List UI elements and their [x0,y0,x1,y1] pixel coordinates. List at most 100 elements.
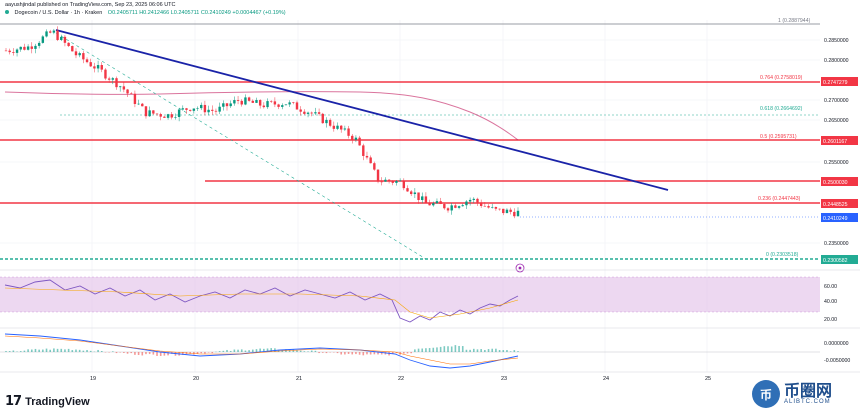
macd-bar [472,348,475,352]
price-tick: 0.2550000 [824,160,849,166]
macd-histogram [5,345,519,356]
macd-bar [391,352,394,354]
macd-bar [450,346,453,352]
candle-body [166,114,170,118]
candle-body [398,180,402,182]
candle-body [82,53,85,60]
macd-bar [495,348,497,352]
macd-bar [347,352,350,354]
candle-body [148,110,151,117]
alert-icon[interactable] [515,263,525,273]
candle-body [277,104,280,107]
macd-bar [351,352,354,355]
macd-tick: -0.0050000 [824,358,850,364]
price-tag-bg [821,177,858,186]
candle-body [303,111,306,114]
macd-bar [78,349,81,352]
horizontal-levels[interactable] [0,23,820,260]
macd-bar [484,349,486,352]
candle-body [63,36,67,43]
candle-body [137,103,140,105]
watermark-logo-icon: 币 [752,380,780,408]
macd-pane[interactable]: 0.0000000 -0.0050000 [0,327,860,369]
candle-body [49,31,52,33]
macd-bar [425,348,427,352]
price-axis[interactable]: 0.2850000 0.2800000 0.2747279 0.2700000 … [821,38,858,264]
candle-body [115,78,118,88]
candle-body [417,192,420,201]
symbol-line: Dogecoin / U.S. Dollar · 1h · Kraken O0.… [5,10,290,16]
tradingview-logo[interactable]: 17 TradingView [5,394,90,409]
candle-body [185,108,188,110]
macd-bar [30,349,33,352]
candle-body [34,45,37,49]
bearish-trendline[interactable] [55,29,669,191]
candle-body [100,65,103,70]
macd-bar [34,348,37,352]
candle-body [236,100,240,101]
candle-body [133,93,137,104]
macd-bar [255,349,258,352]
macd-bar [45,348,48,352]
candle-body [258,100,262,106]
macd-bar [509,351,512,352]
macd-bar [414,349,416,352]
candle-body [4,50,8,52]
candle-body [446,208,450,211]
candle-body [288,102,291,105]
rsi-pane[interactable]: 60.00 40.00 20.00 [0,269,860,323]
macd-bar [200,352,203,354]
macd-bar [461,346,464,352]
candle-body [498,208,501,210]
candle-body [247,97,251,101]
macd-bar [89,350,92,352]
candle-body [472,198,475,200]
candle-body [163,116,166,118]
macd-bar [75,349,77,352]
moving-average-line [4,91,519,141]
candle-body [317,112,321,114]
time-axis[interactable]: 19 20 21 22 23 24 25 [0,371,860,382]
macd-bar [321,352,324,353]
macd-bar [229,350,232,352]
candle-body [505,209,509,214]
candle-body [479,202,483,206]
fib-label-764: 0.764 (0.2758019) [760,75,803,81]
time-tick: 20 [193,376,199,382]
candle-body [509,209,512,212]
macd-bar [240,349,243,352]
macd-bar [152,352,155,355]
macd-bar [307,351,309,352]
candle-body [376,169,380,182]
macd-bar [336,352,339,354]
time-tick: 24 [603,376,609,382]
candle-body [310,112,313,114]
macd-bar [439,346,442,352]
candle-body [218,106,221,112]
candle-body [23,46,26,50]
macd-bar [196,352,199,354]
macd-bar [244,350,247,352]
candle-body [428,202,431,206]
symbol-name[interactable]: Dogecoin / U.S. Dollar · 1h · Kraken [14,10,103,16]
macd-bar [458,345,460,352]
candle-body [170,114,173,118]
candle-body [19,46,22,50]
price-chart[interactable]: 1 (0.2887944) 0.764 (0.2758019) 0.618 (0… [0,0,860,384]
macd-bar [237,349,239,352]
macd-bar [222,350,225,352]
macd-bar [134,352,136,355]
time-tick: 23 [501,376,507,382]
macd-bar [12,350,15,352]
candle-body [85,59,89,63]
candle-body [491,206,494,208]
candle-body [96,65,100,69]
candle-body [373,163,376,170]
macd-bar [358,352,361,355]
candle-body [476,198,479,203]
author-line: aayushjindal published on TradingView.co… [5,2,176,8]
live-status-icon [5,10,9,14]
candle-body [130,93,133,94]
candle-body [468,199,472,202]
macd-bar [53,348,55,352]
